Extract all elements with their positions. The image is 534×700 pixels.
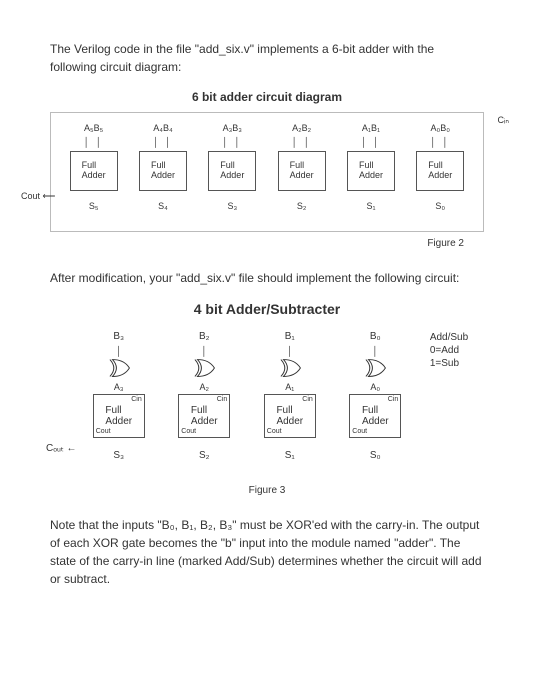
sum-label: S₂: [199, 450, 210, 461]
full-adder-block: CinFullAdderCout: [93, 394, 145, 438]
pin-lines: │ │: [153, 137, 173, 145]
pin-lines: │ │: [222, 137, 242, 145]
fig2-column: A₅B₅ │ │ FullAdder S₅: [65, 123, 123, 211]
fig3-column: B₂│A₂CinFullAdderCoutS₂: [169, 331, 239, 461]
fig2-column: A₃B₃ │ │ FullAdder S₃: [203, 123, 261, 211]
intro-text: The Verilog code in the file "add_six.v"…: [50, 40, 484, 76]
full-adder-block: CinFullAdderCout: [264, 394, 316, 438]
full-adder-block: FullAdder: [278, 151, 326, 191]
fig2-column: A₂B₂ │ │ FullAdder S₂: [273, 123, 331, 211]
sum-label: S₀: [435, 201, 445, 211]
full-adder-block: FullAdder: [347, 151, 395, 191]
input-label: A₀B₀: [431, 123, 450, 135]
b-input-label: B₀: [370, 331, 381, 342]
fig2-caption: Figure 2: [50, 238, 464, 249]
input-label: A₁B₁: [362, 123, 380, 135]
sum-label: S₁: [366, 201, 375, 211]
cout-pin: Cout: [96, 428, 111, 436]
sum-label: S₅: [89, 201, 99, 211]
sum-label: S₀: [370, 450, 381, 461]
fig2-title: 6 bit adder circuit diagram: [50, 90, 484, 104]
full-adder-block: FullAdder: [416, 151, 464, 191]
fig3-title: 4 bit Adder/Subtracter: [50, 301, 484, 317]
full-adder-block: FullAdder: [70, 151, 118, 191]
fig2-column: A₀B₀ │ │ FullAdder S₀: [411, 123, 469, 211]
fig3-column: B₀│A₀CinFullAdderCoutS₀: [340, 331, 410, 461]
a-input-label: A₁: [285, 382, 294, 392]
cin-pin: Cin: [302, 396, 313, 404]
input-label: A₄B₄: [153, 123, 172, 135]
cout-pin: Cout: [352, 428, 367, 436]
fig3-cout: Cₒᵤₜ ←: [46, 443, 77, 454]
mid-text: After modification, your "add_six.v" fil…: [50, 269, 484, 287]
cin-pin: Cin: [388, 396, 399, 404]
fig2-diagram: Cout ⟵ Cᵢₙ A₅B₅│ │FullAdderS₅A₄B₄│ │Full…: [50, 112, 484, 232]
input-label: A₂B₂: [292, 123, 311, 135]
b-input-label: B₁: [285, 331, 295, 342]
fig3-diagram: Cₒᵤₜ ← B₃│A₃CinFullAdderCoutS₃B₂│A₂CinFu…: [50, 325, 484, 483]
a-input-label: A₃: [114, 382, 124, 392]
full-adder-block: FullAdder: [208, 151, 256, 191]
input-label: A₃B₃: [223, 123, 242, 135]
fig2-cin: Cᵢₙ: [497, 115, 509, 126]
cin-pin: Cin: [131, 396, 142, 404]
sum-label: S₃: [227, 201, 237, 211]
full-adder-block: CinFullAdderCout: [349, 394, 401, 438]
pin-lines: │ │: [292, 137, 312, 145]
input-label: A₅B₅: [84, 123, 103, 135]
fig2-cout: Cout ⟵: [21, 191, 55, 202]
a-input-label: A₀: [370, 382, 380, 392]
xor-gate-icon: [362, 358, 388, 378]
full-adder-block: CinFullAdderCout: [178, 394, 230, 438]
cout-pin: Cout: [181, 428, 196, 436]
b-input-label: B₃: [113, 331, 124, 342]
xor-gate-icon: [191, 358, 217, 378]
xor-gate-icon: [277, 358, 303, 378]
note-text: Note that the inputs "B₀, B₁, B₂, B₃" mu…: [50, 516, 484, 588]
full-adder-block: FullAdder: [139, 151, 187, 191]
xor-gate-icon: [106, 358, 132, 378]
sum-label: S₃: [113, 450, 124, 461]
b-input-label: B₂: [199, 331, 210, 342]
pin-lines: │ │: [84, 137, 104, 145]
pin-lines: │ │: [361, 137, 381, 145]
a-input-label: A₂: [200, 382, 210, 392]
addsub-legend: Add/Sub 0=Add 1=Sub: [430, 331, 468, 370]
pin-lines: │ │: [430, 137, 450, 145]
fig3-caption: Figure 3: [50, 485, 484, 496]
fig3-column: B₁│A₁CinFullAdderCoutS₁: [255, 331, 325, 461]
sum-label: S₁: [285, 450, 295, 461]
fig3-column: B₃│A₃CinFullAdderCoutS₃: [84, 331, 154, 461]
fig2-column: A₁B₁ │ │ FullAdder S₁: [342, 123, 400, 211]
fig2-column: A₄B₄ │ │ FullAdder S₄: [134, 123, 192, 211]
cout-pin: Cout: [267, 428, 282, 436]
cin-pin: Cin: [217, 396, 228, 404]
sum-label: S₄: [158, 201, 168, 211]
sum-label: S₂: [297, 201, 307, 211]
